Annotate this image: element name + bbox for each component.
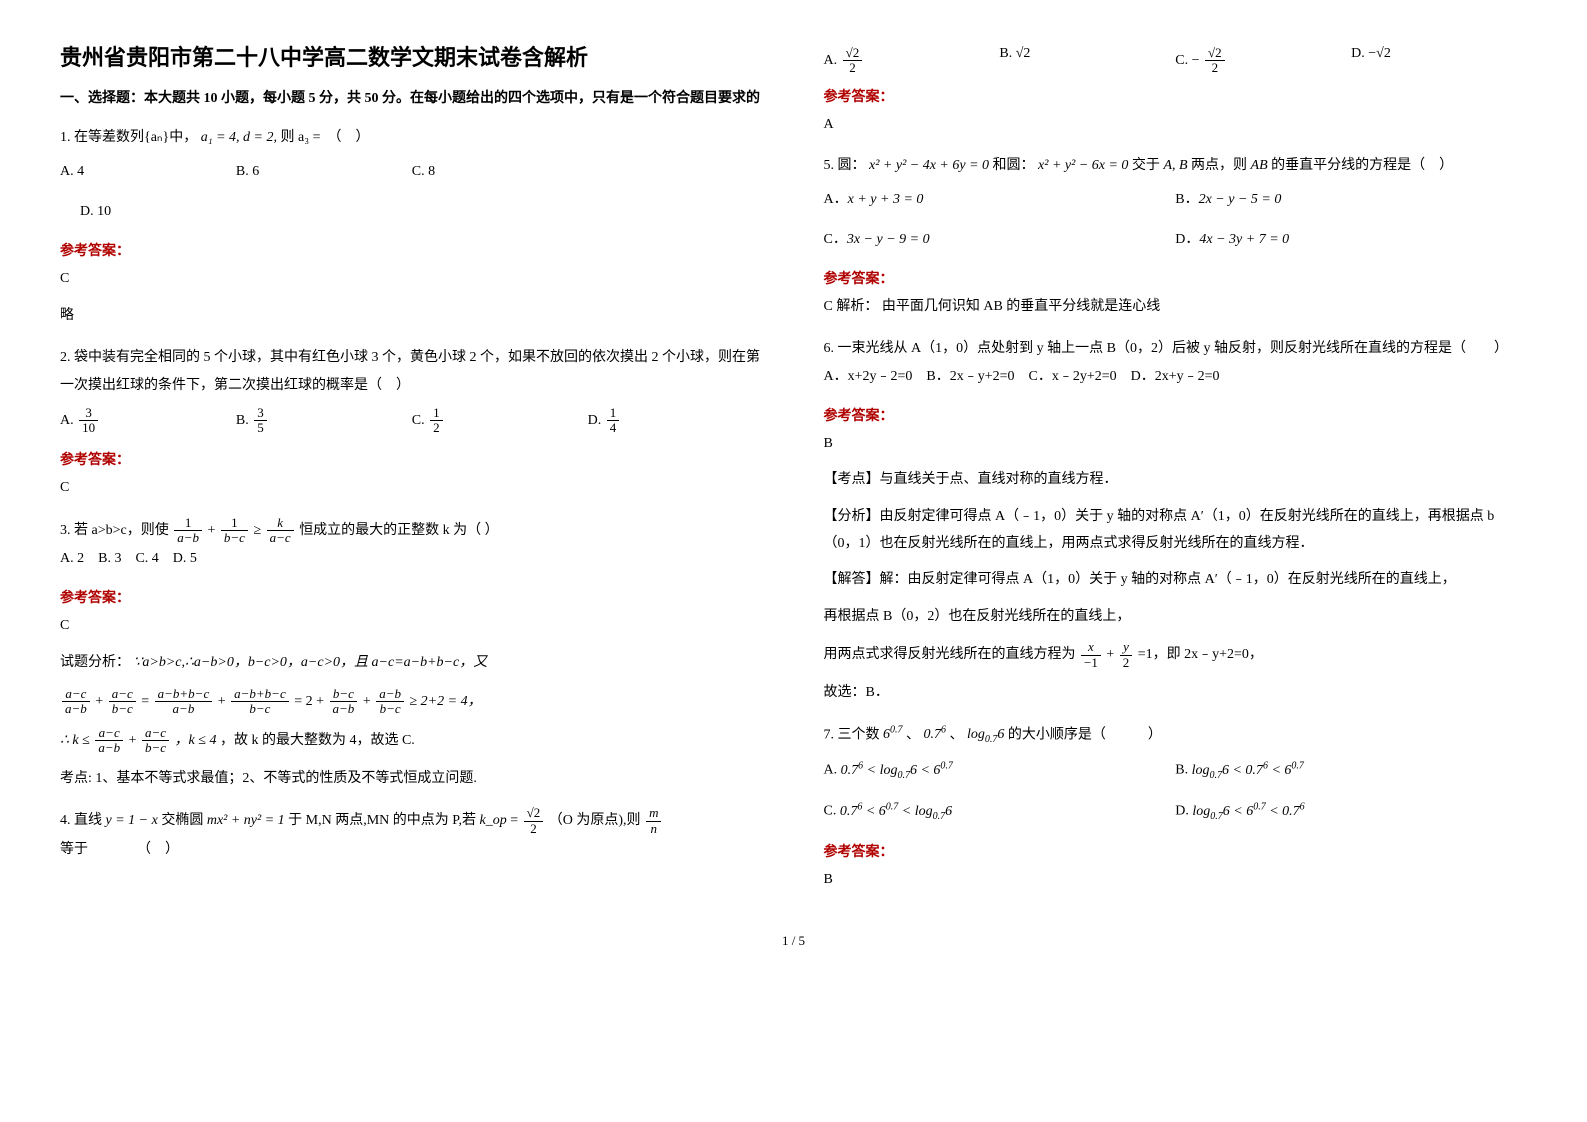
q5-options: A．x + y + 3 = 0 B．2x − y − 5 = 0 C．3x − … bbox=[824, 186, 1528, 254]
q5-answer: C 解析： 由平面几何识知 AB 的垂直平分线就是连心线 bbox=[824, 294, 1528, 321]
q2-answer: C bbox=[60, 475, 764, 502]
q2-a-frac: 310 bbox=[79, 406, 98, 436]
q1-options: A. 4 B. 6 C. 8 D. 10 bbox=[60, 158, 764, 226]
q7-b: 0.76 bbox=[924, 727, 947, 742]
exam-title: 贵州省贵阳市第二十八中学高二数学文期末试卷含解析 bbox=[60, 40, 764, 72]
q1-answer: C bbox=[60, 266, 764, 293]
q2-opt-d: D. 14 bbox=[588, 406, 764, 436]
q2-c-frac: 12 bbox=[430, 406, 443, 436]
q1-stem-pre: 1. 在等差数列{aₙ}中， bbox=[60, 130, 197, 145]
q4-mnfrac: mn bbox=[646, 806, 661, 836]
q6-jd1: 【解答】解：由反射定律可得点 A（1，0）关于 y 轴的对称点 A′（﹣1，0）… bbox=[824, 567, 1528, 594]
q3-line3: ∴ k ≤ a−ca−b + a−cb−c ，k ≤ 4 ，故 k 的最大整数为… bbox=[60, 726, 764, 756]
q4-opt-b: B. √2 bbox=[999, 46, 1175, 76]
q4-answer: A bbox=[824, 112, 1528, 139]
q7-opt-c: C. 0.76 < 60.7 < log0.76 bbox=[824, 797, 1176, 826]
q3-opts: A. 2 B. 3 C. 4 D. 5 bbox=[60, 545, 764, 573]
q6-answer: B bbox=[824, 431, 1528, 458]
q7-answer-head: 参考答案： bbox=[824, 841, 1528, 861]
q3-stem-pre: 3. 若 a>b>c，则使 bbox=[60, 523, 172, 538]
q2-opt-b: B. 35 bbox=[236, 406, 412, 436]
q2-b-frac: 35 bbox=[254, 406, 267, 436]
q7-options: A. 0.76 < log0.76 < 60.7 B. log0.76 < 0.… bbox=[824, 756, 1528, 827]
q6-jd4: 故选：B． bbox=[824, 680, 1528, 707]
q7-answer: B bbox=[824, 867, 1528, 894]
q3-kd: 考点: 1、基本不等式求最值；2、不等式的性质及不等式恒成立问题. bbox=[60, 766, 764, 793]
question-5: 5. 圆： x² + y² − 4x + 6y = 0 和圆： x² + y² … bbox=[824, 152, 1528, 254]
q2-options: A. 310 B. 35 C. 12 D. 14 bbox=[60, 406, 764, 436]
q5-opt-b: B．2x − y − 5 = 0 bbox=[1175, 186, 1527, 214]
left-column: 贵州省贵阳市第二十八中学高二数学文期末试卷含解析 一、选择题：本大题共 10 小… bbox=[60, 40, 764, 903]
section-intro: 一、选择题：本大题共 10 小题，每小题 5 分，共 50 分。在每小题给出的四… bbox=[60, 88, 764, 110]
q3-answer: C bbox=[60, 613, 764, 640]
q6-jd2: 再根据点 B（0，2）也在反射光线所在的直线上， bbox=[824, 604, 1528, 631]
q1-answer-head: 参考答案： bbox=[60, 240, 764, 260]
q4-stem-pre: 4. 直线 bbox=[60, 813, 106, 828]
question-6: 6. 一束光线从 A（1，0）点处射到 y 轴上一点 B（0，2）后被 y 轴反… bbox=[824, 335, 1528, 391]
question-2: 2. 袋中装有完全相同的 5 个小球，其中有红色小球 3 个，黄色小球 2 个，… bbox=[60, 344, 764, 436]
q4-opt-a: A. √22 bbox=[824, 46, 1000, 76]
q6-opts: A．x+2y﹣2=0 B．2x﹣y+2=0 C．x﹣2y+2=0 D．2x+y﹣… bbox=[824, 363, 1528, 391]
q1-stem-post: 则 a₃ = （ ） bbox=[281, 130, 370, 145]
q3-frac1: 1a−b bbox=[174, 516, 202, 546]
q2-opt-a: A. 310 bbox=[60, 406, 236, 436]
q4-answer-head: 参考答案： bbox=[824, 86, 1528, 106]
q4-tail: 等于 （ ） bbox=[60, 836, 764, 864]
page-root: 贵州省贵阳市第二十八中学高二数学文期末试卷含解析 一、选择题：本大题共 10 小… bbox=[60, 40, 1527, 903]
q2-answer-head: 参考答案： bbox=[60, 449, 764, 469]
q3-answer-head: 参考答案： bbox=[60, 587, 764, 607]
q6-stem: 6. 一束光线从 A（1，0）点处射到 y 轴上一点 B（0，2）后被 y 轴反… bbox=[824, 335, 1528, 363]
q2-d-frac: 14 bbox=[607, 406, 620, 436]
q4-opt-d: D. −√2 bbox=[1351, 46, 1527, 76]
q5-answer-head: 参考答案： bbox=[824, 268, 1528, 288]
q4-kfrac: √22 bbox=[524, 806, 544, 836]
q5-opt-a: A．x + y + 3 = 0 bbox=[824, 186, 1176, 214]
q3-frac2: 1b−c bbox=[221, 516, 248, 546]
q6-answer-head: 参考答案： bbox=[824, 405, 1528, 425]
q1-note: 略 bbox=[60, 303, 764, 330]
q6-kd: 【考点】与直线关于点、直线对称的直线方程． bbox=[824, 467, 1528, 494]
q7-opt-d: D. log0.76 < 60.7 < 0.76 bbox=[1175, 797, 1527, 826]
q4-opt-c: C. − √22 bbox=[1175, 46, 1351, 76]
question-7: 7. 三个数 60.7 、 0.76 、 log0.76 的大小顺序是（ ） A… bbox=[824, 721, 1528, 827]
q3-line2: a−ca−b + a−cb−c = a−b+b−ca−b + a−b+b−cb−… bbox=[60, 687, 764, 717]
q1-opt-a: A. 4 bbox=[60, 158, 236, 186]
q1-opt-b: B. 6 bbox=[236, 158, 412, 186]
page-number: 1 / 5 bbox=[60, 933, 1527, 949]
q7-opt-b: B. log0.76 < 0.76 < 60.7 bbox=[1175, 756, 1527, 785]
q4-options: A. √22 B. √2 C. − √22 D. −√2 bbox=[824, 46, 1528, 76]
question-3: 3. 若 a>b>c，则使 1a−b + 1b−c ≥ ka−c 恒成立的最大的… bbox=[60, 516, 764, 574]
q2-opt-c: C. 12 bbox=[412, 406, 588, 436]
q1-cond: a₁ = 4, d = 2, bbox=[201, 130, 277, 145]
q1-opt-c: C. 8 bbox=[412, 158, 588, 186]
right-column: A. √22 B. √2 C. − √22 D. −√2 参考答案： A 5. … bbox=[824, 40, 1528, 903]
q7-a: 60.7 bbox=[883, 727, 903, 742]
q5-opt-d: D．4x − 3y + 7 = 0 bbox=[1175, 226, 1527, 254]
q2-stem: 2. 袋中装有完全相同的 5 个小球，其中有红色小球 3 个，黄色小球 2 个，… bbox=[60, 344, 764, 400]
q7-opt-a: A. 0.76 < log0.76 < 60.7 bbox=[824, 756, 1176, 785]
q1-opt-d: D. 10 bbox=[60, 198, 256, 226]
q6-fx: 【分析】由反射定律可得点 A（﹣1，0）关于 y 轴的对称点 A′（1，0）在反… bbox=[824, 504, 1528, 557]
q3-stem-post: 恒成立的最大的正整数 k 为（ ） bbox=[299, 523, 499, 538]
question-1: 1. 在等差数列{aₙ}中， a₁ = 4, d = 2, 则 a₃ = （ ）… bbox=[60, 124, 764, 226]
q7-c: log0.76 bbox=[967, 727, 1004, 742]
question-4: 4. 直线 y = 1 − x 交椭圆 mx² + ny² = 1 于 M,N … bbox=[60, 806, 764, 864]
q3-frac3: ka−c bbox=[267, 516, 294, 546]
q5-opt-c: C．3x − y − 9 = 0 bbox=[824, 226, 1176, 254]
q3-expl: 试题分析： ∵a>b>c,∴a−b>0，b−c>0，a−c>0，且 a−c=a−… bbox=[60, 650, 764, 677]
q6-jd3: 用两点式求得反射光线所在的直线方程为 x−1 + y2 =1，即 2x﹣y+2=… bbox=[824, 640, 1528, 670]
